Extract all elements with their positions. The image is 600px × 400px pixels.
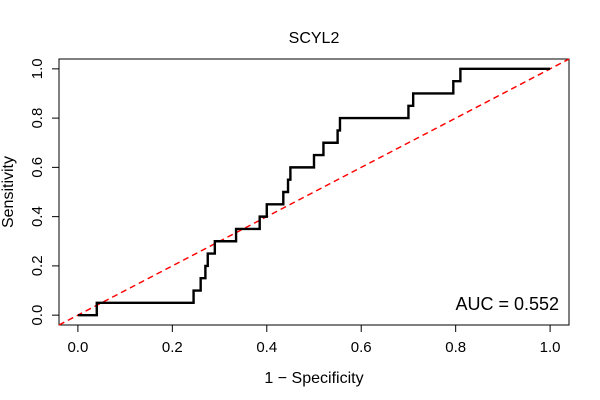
x-tick-label: 0.4 — [256, 339, 277, 356]
y-tick-label: 1.0 — [29, 58, 46, 79]
roc-curve-line — [77, 67, 551, 317]
x-tick-label: 0.6 — [351, 339, 372, 356]
x-tick-label: 0.0 — [67, 339, 88, 356]
x-tick-label: 0.2 — [162, 339, 183, 356]
x-tick-label: 1.0 — [540, 339, 561, 356]
x-tick-label: 0.8 — [445, 339, 466, 356]
reference-diagonal-line — [58, 58, 570, 326]
y-tick-label: 0.6 — [29, 157, 46, 178]
x-axis: 0.0 0.2 0.4 0.6 0.8 1.0 — [67, 324, 561, 356]
y-tick-label: 0.2 — [29, 255, 46, 276]
auc-annotation: AUC = 0.552 — [455, 294, 559, 314]
y-tick-label: 0.4 — [29, 206, 46, 227]
y-tick-label: 0.0 — [29, 305, 46, 326]
plot-frame — [58, 58, 570, 326]
x-axis-label: 1 − Specificity — [264, 370, 363, 387]
y-axis-label: Sensitivity — [0, 156, 17, 228]
series-layer — [58, 58, 570, 326]
y-axis: 0.0 0.2 0.4 0.6 0.8 1.0 — [29, 58, 60, 326]
y-tick-label: 0.8 — [29, 108, 46, 129]
chart-title: SCYL2 — [289, 30, 340, 47]
